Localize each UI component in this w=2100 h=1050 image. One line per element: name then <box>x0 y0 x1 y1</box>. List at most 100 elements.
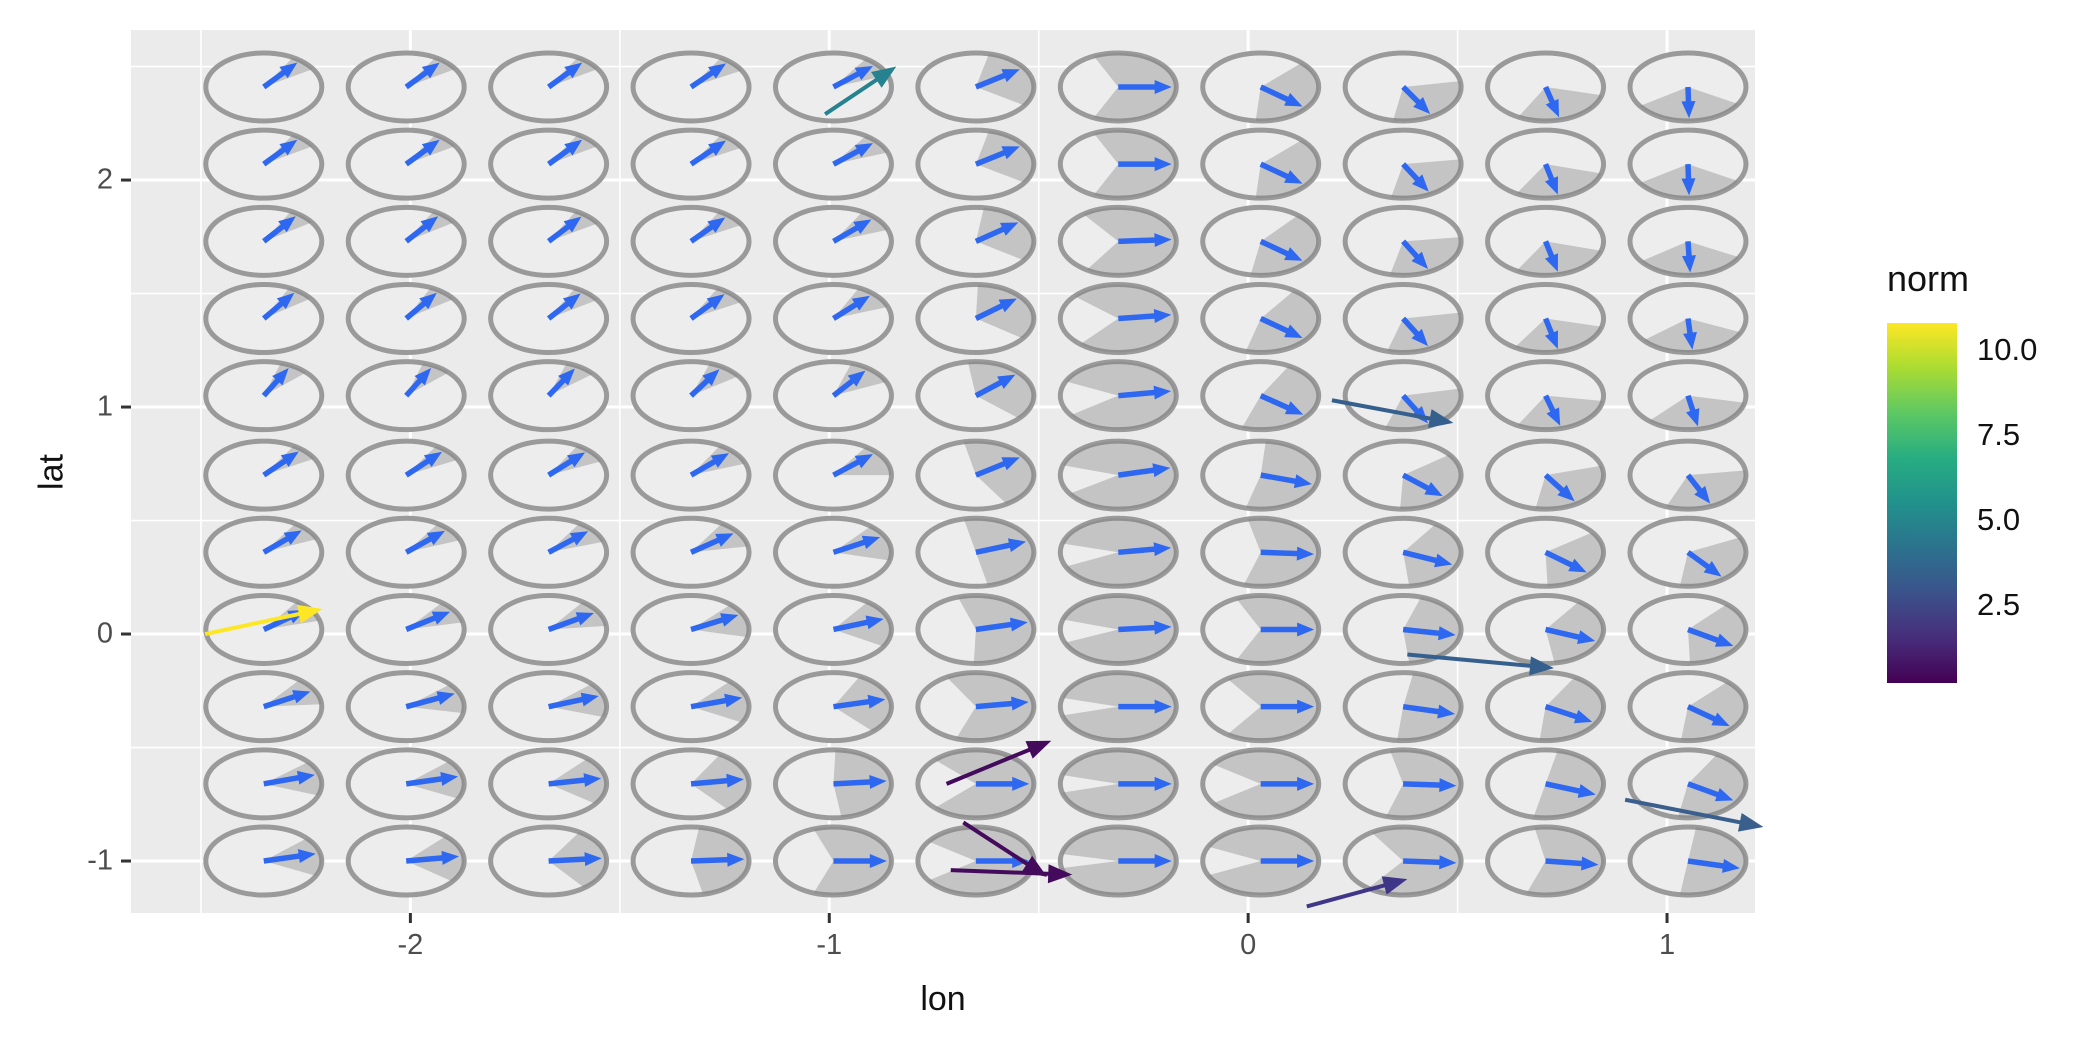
mean-direction-arrow-head <box>1686 408 1700 427</box>
mean-direction-arrow-shaft <box>404 69 430 90</box>
mean-direction-arrow-head <box>851 295 870 311</box>
mean-direction-arrow-head <box>1153 309 1172 323</box>
uncertainty-wedge <box>957 595 1034 664</box>
uncertainty-wedge <box>1400 454 1462 510</box>
mean-direction-arrow-head <box>1411 328 1429 347</box>
observation-arrow-head <box>1428 409 1454 428</box>
mean-direction-arrow-head <box>854 454 873 469</box>
mean-direction-arrow-shaft <box>261 377 281 398</box>
y-tick-label: 2 <box>96 163 113 196</box>
mean-direction-arrow-head <box>1714 633 1734 647</box>
mean-direction-arrow-head <box>1284 247 1303 261</box>
mean-direction-arrow-head <box>1545 98 1560 118</box>
mean-direction-arrow-shaft <box>1543 85 1556 105</box>
mean-direction-arrow-head <box>710 453 730 468</box>
mean-direction-arrow-head <box>1434 553 1453 568</box>
mean-direction-arrow-head <box>869 854 887 869</box>
uncertainty-wedge <box>1687 604 1746 664</box>
mean-direction-arrow-shaft <box>1402 626 1442 637</box>
mean-direction-arrow-head <box>1284 401 1304 415</box>
observation-arrow-shaft <box>1624 797 1743 825</box>
mean-direction-arrow-shaft <box>1685 241 1692 258</box>
mean-direction-arrow-shaft <box>262 300 285 321</box>
mean-direction-arrow-head <box>1703 560 1722 577</box>
mean-direction-arrow-shaft <box>1687 626 1721 644</box>
mean-direction-arrow-head <box>558 368 575 386</box>
mean-direction-arrow-shaft <box>1544 549 1575 569</box>
mean-direction-arrow-head <box>1001 457 1020 471</box>
mean-direction-arrow-head <box>1573 709 1593 724</box>
x-axis-title: lon <box>920 980 966 1018</box>
mean-direction-arrow-head <box>726 773 744 788</box>
mean-direction-arrow-shaft <box>974 72 1007 90</box>
mean-direction-arrow-head <box>1577 784 1596 798</box>
uncertainty-wedge <box>1516 241 1602 276</box>
x-tick-label: 0 <box>1240 929 1257 961</box>
observation-arrow-head <box>1737 813 1764 832</box>
mean-direction-arrow-shaft <box>1543 163 1555 182</box>
mean-direction-arrow-shaft <box>547 69 572 90</box>
mean-direction-arrow-head <box>1012 776 1030 791</box>
mean-direction-arrow-shaft <box>404 146 430 167</box>
uncertainty-wedge <box>975 131 1034 183</box>
mean-direction-arrow-shaft <box>1685 318 1693 336</box>
mean-direction-arrow-head <box>854 65 873 81</box>
mean-direction-arrow-shaft <box>689 458 718 478</box>
mean-direction-arrow-shaft <box>1685 394 1696 413</box>
mean-direction-arrow-head <box>567 452 586 468</box>
mean-direction-arrow-shaft <box>405 854 445 864</box>
uncertainty-wedge <box>1255 140 1319 199</box>
mean-direction-arrow-head <box>296 770 315 785</box>
mean-direction-arrow-head <box>1154 79 1172 94</box>
uncertainty-wedge <box>1539 677 1604 741</box>
observation-arrow-shaft <box>1407 652 1533 669</box>
uncertainty-wedge <box>1679 537 1746 587</box>
mean-direction-arrow-head <box>1413 96 1431 114</box>
uncertainty-wedge <box>1679 827 1746 896</box>
mean-direction-arrow-head <box>708 63 727 79</box>
mean-direction-arrow-shaft <box>1545 858 1584 867</box>
mean-direction-arrow-head <box>569 531 589 546</box>
mean-direction-arrow-shaft <box>404 300 428 321</box>
observation-arrow-shaft <box>1331 398 1433 421</box>
mean-direction-arrow-head <box>1284 92 1303 107</box>
mean-direction-arrow-head <box>1568 558 1587 573</box>
mean-direction-arrow-head <box>865 615 884 630</box>
mean-direction-arrow-head <box>720 613 739 627</box>
mean-direction-arrow-head <box>1722 859 1740 873</box>
mean-direction-arrow-head <box>1153 385 1172 400</box>
mean-direction-arrow-head <box>1439 855 1457 870</box>
mean-direction-arrow-shaft <box>1259 161 1291 180</box>
mean-direction-arrow-shaft <box>548 777 587 787</box>
observation-arrow-head <box>1047 864 1073 884</box>
mean-direction-arrow-head <box>1154 776 1172 791</box>
mean-direction-arrow-head <box>419 292 437 310</box>
mean-direction-arrow-head <box>272 368 289 386</box>
mean-direction-arrow-shaft <box>547 457 574 478</box>
mean-direction-arrow-shaft <box>975 621 1014 633</box>
mean-direction-arrow-shaft <box>546 377 567 398</box>
mean-direction-arrow-shaft <box>1401 162 1421 183</box>
mean-direction-arrow-shaft <box>690 616 725 633</box>
mean-direction-arrow-shaft <box>1685 473 1704 494</box>
mean-direction-arrow-shaft <box>689 69 716 90</box>
mean-direction-arrow-head <box>1284 324 1303 338</box>
mean-direction-arrow-shaft <box>975 700 1014 710</box>
mean-direction-arrow-head <box>1581 856 1599 871</box>
legend-tick-label: 10.0 <box>1977 332 2038 368</box>
observation-arrow-shaft <box>950 868 1051 876</box>
mean-direction-arrow-head <box>1577 630 1596 644</box>
mean-direction-arrow-head <box>724 693 743 708</box>
mean-direction-arrow-shaft <box>1118 546 1157 556</box>
mean-direction-arrow-shaft <box>832 619 870 633</box>
mean-direction-arrow-shaft <box>262 69 287 90</box>
mean-direction-arrow-head <box>999 222 1019 236</box>
uncertainty-wedge <box>963 518 1034 586</box>
uncertainty-wedge <box>1517 395 1603 430</box>
mean-direction-arrow-shaft <box>1402 549 1439 564</box>
mean-direction-arrow-head <box>1154 620 1172 635</box>
mean-direction-arrow-shaft <box>1118 624 1157 633</box>
mean-direction-arrow-head <box>1437 704 1456 719</box>
mean-direction-arrow-shaft <box>1118 237 1157 245</box>
